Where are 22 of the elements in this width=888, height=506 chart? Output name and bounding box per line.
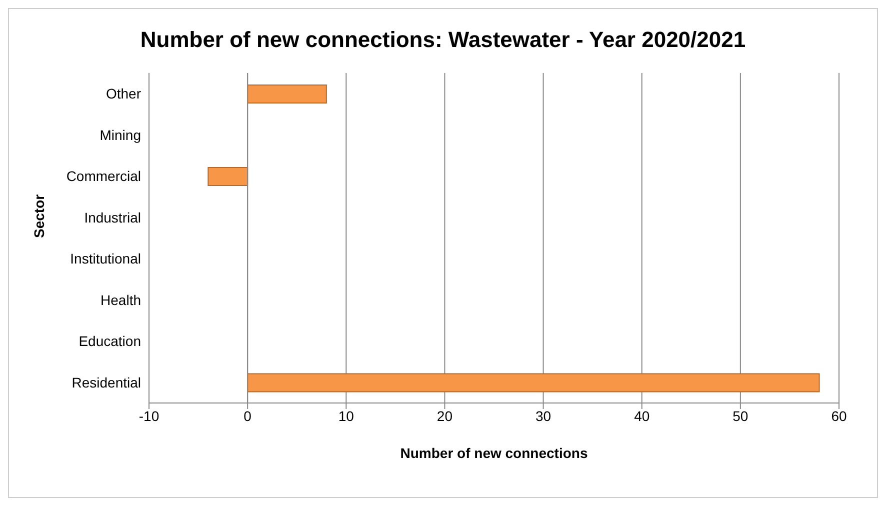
x-tick-label: 60 bbox=[831, 408, 847, 424]
x-tick-label: -10 bbox=[138, 408, 160, 424]
x-tick-label: 50 bbox=[732, 408, 748, 424]
bar bbox=[247, 84, 327, 104]
x-tick-label: 0 bbox=[244, 408, 252, 424]
y-tick-label: Residential bbox=[72, 374, 141, 390]
y-tick-label: Institutional bbox=[70, 250, 141, 267]
y-tick-label: Commercial bbox=[66, 168, 141, 184]
y-tick-label: Education bbox=[78, 333, 141, 350]
chart-title: Number of new connections: Wastewater - Year 2020/2021 bbox=[139, 26, 747, 53]
bar bbox=[247, 373, 820, 392]
x-tick-label: 20 bbox=[436, 408, 453, 424]
bar bbox=[208, 167, 248, 186]
x-tick-label: 40 bbox=[634, 408, 650, 424]
x-axis-title: Number of new connections bbox=[400, 445, 588, 461]
y-axis-title: Sector bbox=[30, 194, 47, 238]
y-tick-label: Health bbox=[100, 292, 141, 308]
y-tick-label: Mining bbox=[100, 126, 141, 143]
y-tick-label: Industrial bbox=[84, 209, 141, 226]
x-tick-label: 30 bbox=[535, 408, 552, 424]
y-tick-label: Other bbox=[106, 86, 142, 102]
x-tick-label: 10 bbox=[338, 408, 354, 424]
